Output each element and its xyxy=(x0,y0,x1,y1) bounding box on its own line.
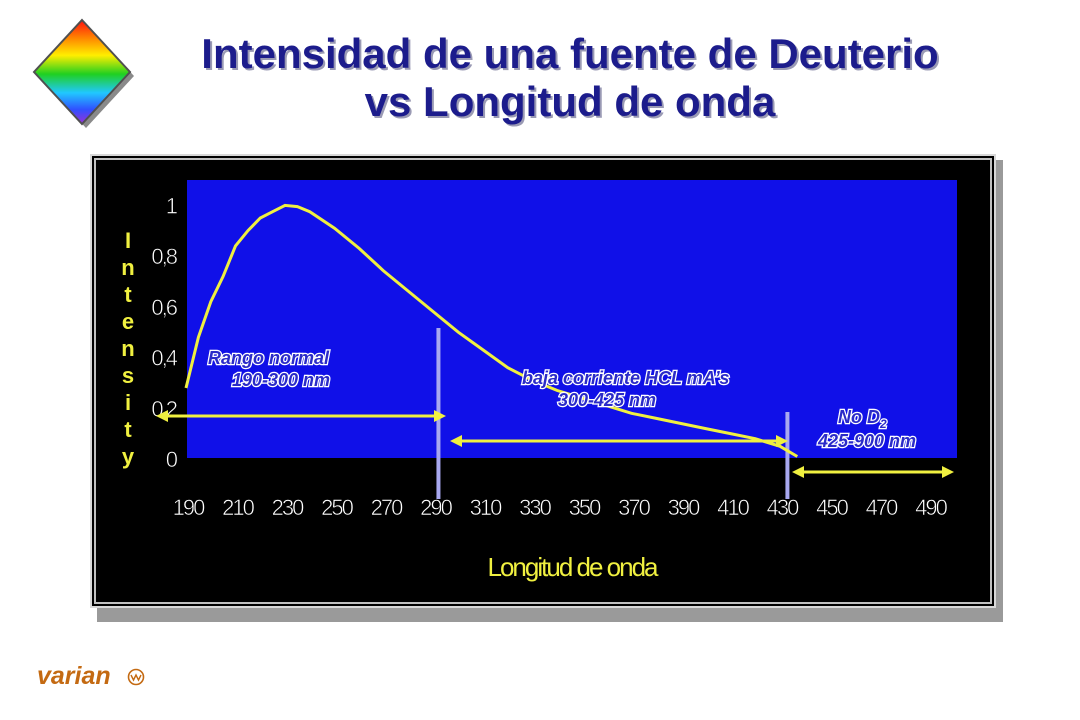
y-axis-label-letter: i xyxy=(125,390,131,415)
y-axis-label-letter: e xyxy=(122,309,134,334)
x-axis-label: Longitud de onda xyxy=(488,552,660,582)
annotation-no-d2-subscript: 2 xyxy=(879,417,887,431)
x-tick-label: 250 xyxy=(321,495,353,520)
x-tick-label: 470 xyxy=(866,495,898,520)
intensity-curve xyxy=(184,203,799,458)
annotation-normal-range-line2: 190-300 nm xyxy=(232,370,330,390)
y-tick-label: 0,2 xyxy=(151,396,177,421)
title-line-1: Intensidad de una fuente de Deuterio xyxy=(201,30,939,77)
x-tick-label: 350 xyxy=(569,495,601,520)
y-tick-label: 0,4 xyxy=(151,346,177,371)
title-line-2: vs Longitud de onda xyxy=(364,78,776,125)
y-axis-label-letter: y xyxy=(122,444,135,469)
y-axis-label-letter: n xyxy=(121,336,134,361)
x-tick-label: 370 xyxy=(618,495,650,520)
annotation-no-d2-range: No D2 425-900 nm xyxy=(817,407,916,451)
x-tick-label: 270 xyxy=(371,495,403,520)
x-tick-label: 330 xyxy=(519,495,551,520)
y-tick-label: 0,6 xyxy=(151,295,177,320)
range-arrows xyxy=(156,410,954,478)
x-tick-label: 410 xyxy=(717,495,749,520)
y-tick-label: 0,8 xyxy=(151,244,177,269)
y-axis-label-letter: s xyxy=(122,363,134,388)
varian-logo-mark xyxy=(127,668,145,686)
y-axis-label-letter: t xyxy=(124,417,132,442)
y-axis-label-letter: t xyxy=(124,282,132,307)
x-tick-label: 190 xyxy=(173,495,205,520)
x-tick-label: 450 xyxy=(816,495,848,520)
rainbow-diamond-logo xyxy=(32,18,134,128)
annotation-normal-range-line1: Rango normal xyxy=(208,348,330,368)
x-tick-label: 490 xyxy=(915,495,947,520)
x-tick-label: 290 xyxy=(420,495,452,520)
x-tick-label: 310 xyxy=(470,495,502,520)
y-tick-label: 1 xyxy=(166,193,178,218)
intensity-chart: 0 0,2 0,4 0,6 0,8 1 190 210 230 250 270 290 310 330 3… xyxy=(121,180,957,582)
x-tick-label: 230 xyxy=(272,495,304,520)
annotation-no-d2-line1: No D xyxy=(838,407,880,427)
annotation-low-current-line2: 300-425 nm xyxy=(558,390,656,410)
y-tick-label: 0 xyxy=(166,447,178,472)
annotation-low-current-range: baja corriente HCL mA’s 300-425 nm xyxy=(522,368,734,410)
y-axis-label-letter: I xyxy=(125,228,131,253)
y-axis-label-letter: n xyxy=(121,255,134,280)
annotation-normal-range: Rango normal 190-300 nm xyxy=(208,348,334,390)
page-title: Intensidad de una fuente de Deuterio vs … xyxy=(130,30,1010,126)
varian-logo-text: varian xyxy=(37,662,111,690)
x-tick-label: 430 xyxy=(767,495,799,520)
x-tick-label: 390 xyxy=(668,495,700,520)
annotation-no-d2-line2: 425-900 nm xyxy=(817,431,916,451)
annotation-low-current-line1: baja corriente HCL mA’s xyxy=(522,368,729,388)
x-tick-label: 210 xyxy=(222,495,254,520)
